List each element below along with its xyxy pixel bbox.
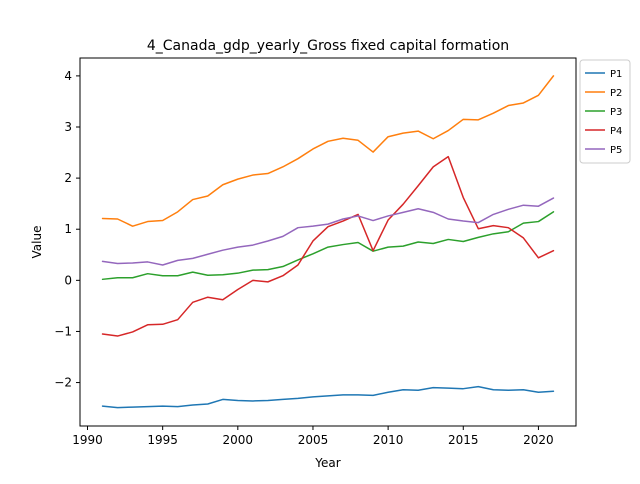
y-tick-label: 4: [64, 69, 72, 83]
x-tick-label: 1990: [72, 433, 103, 447]
chart-title: 4_Canada_gdp_yearly_Gross fixed capital …: [147, 38, 509, 54]
legend-label: P1: [610, 69, 622, 80]
x-tick-label: 2000: [223, 433, 254, 447]
series-line-p3: [101, 211, 555, 281]
series-line-p4: [101, 155, 555, 337]
x-tick-label: 1995: [147, 433, 178, 447]
legend: P1 P2 P3 P4 P5: [579, 59, 631, 164]
legend-label: P4: [610, 126, 622, 137]
series-line-p2: [101, 75, 555, 227]
axes: 1990 1995 2000 2005 2010 2015 2020 −2 −1 0 1 2 3 4: [54, 69, 553, 447]
legend-label: P5: [610, 145, 622, 156]
y-tick-label: −1: [54, 324, 72, 338]
x-tick-label: 2015: [448, 433, 479, 447]
series-line-p1: [101, 385, 555, 409]
x-tick-label: 2010: [373, 433, 404, 447]
y-tick-label: 3: [64, 120, 72, 134]
y-tick-label: 0: [64, 273, 72, 287]
x-axis-label: Year: [314, 456, 340, 470]
plot-area: [101, 75, 555, 409]
x-tick-label: 2005: [298, 433, 329, 447]
x-tick-label: 2020: [523, 433, 554, 447]
series-line-p5: [101, 197, 555, 266]
y-tick-label: 2: [64, 171, 72, 185]
y-tick-label: 1: [64, 222, 72, 236]
y-tick-label: −2: [54, 376, 72, 390]
y-axis-label: Value: [30, 226, 44, 259]
legend-label: P2: [610, 88, 622, 99]
plot-frame: [79, 57, 577, 427]
legend-label: P3: [610, 107, 622, 118]
